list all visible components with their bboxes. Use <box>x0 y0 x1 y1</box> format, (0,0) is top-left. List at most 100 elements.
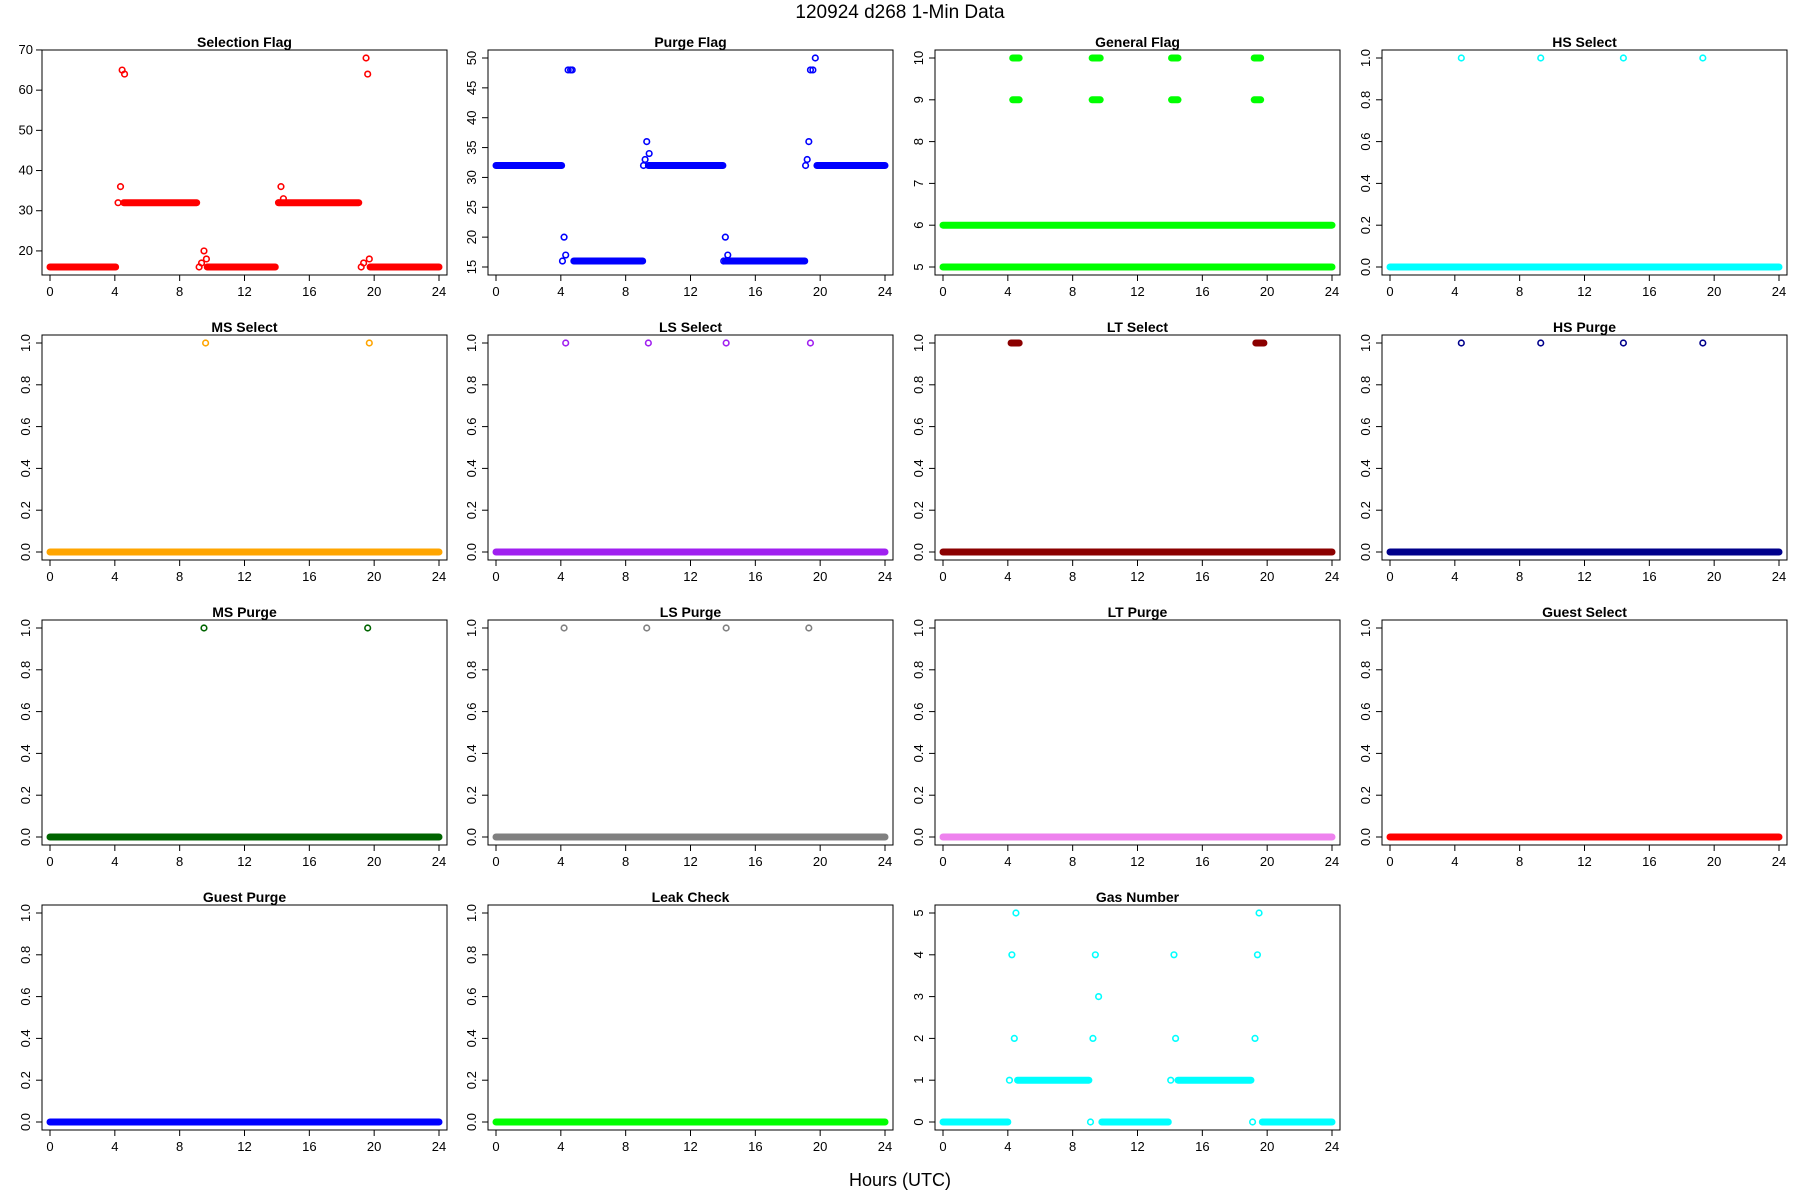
x-tick-label: 20 <box>367 284 381 299</box>
y-tick-label: 0.4 <box>18 459 33 477</box>
x-tick-label: 12 <box>237 569 251 584</box>
x-tick-label: 12 <box>1577 854 1591 869</box>
data-point <box>809 66 817 74</box>
x-tick-label: 24 <box>1772 284 1786 299</box>
x-tick-label: 16 <box>302 1139 316 1154</box>
x-tick-label: 20 <box>1260 854 1274 869</box>
y-tick-label: 0.6 <box>464 703 479 721</box>
y-tick-label: 0.8 <box>911 661 926 679</box>
y-tick-label: 20 <box>464 230 479 244</box>
data-point <box>364 624 372 632</box>
x-tick-label: 8 <box>176 569 183 584</box>
x-tick-label: 0 <box>492 284 499 299</box>
data-point <box>114 199 122 207</box>
y-tick-label: 0.8 <box>18 376 33 394</box>
data-point <box>562 251 570 259</box>
x-tick-label: 4 <box>557 1139 564 1154</box>
plot-frame <box>934 619 1341 846</box>
data-point <box>1699 54 1707 62</box>
data-point <box>1170 951 1178 959</box>
data-point <box>274 199 283 207</box>
x-tick-label: 0 <box>1386 284 1393 299</box>
x-tick-label: 20 <box>1260 284 1274 299</box>
y-tick-label: 1.0 <box>18 334 33 352</box>
data-point <box>364 70 372 78</box>
x-tick-label: 24 <box>878 1139 892 1154</box>
x-tick-label: 16 <box>302 284 316 299</box>
x-tick-label: 8 <box>1516 569 1523 584</box>
panel-leak-check: Leak Check 0 4 8 12 16 20 24 0.0 0.2 0.4 0.6 0.8 1.0 <box>464 889 894 1154</box>
x-tick-label: 0 <box>492 854 499 869</box>
y-tick-label: 1.0 <box>18 904 33 922</box>
x-tick-label: 16 <box>748 854 762 869</box>
x-tick-label: 0 <box>46 854 53 869</box>
y-tick-label: 1 <box>911 1077 926 1084</box>
x-tick-label: 12 <box>1130 1139 1144 1154</box>
x-tick-label: 12 <box>1577 569 1591 584</box>
panel-selection-flag: Selection Flag 0 4 8 12 16 20 24 20 30 40 50 60 70 <box>19 34 448 299</box>
x-tick-label: 4 <box>1451 854 1458 869</box>
x-tick-label: 20 <box>1707 569 1721 584</box>
data-point <box>560 233 568 241</box>
data-point <box>279 195 288 203</box>
x-tick-label: 20 <box>367 569 381 584</box>
y-tick-label: 0.2 <box>18 1071 33 1089</box>
y-tick-label: 5 <box>911 263 926 270</box>
panel-title: Guest Purge <box>203 889 286 905</box>
x-tick-label: 24 <box>1325 854 1339 869</box>
x-tick-label: 16 <box>1195 1139 1209 1154</box>
x-tick-label: 20 <box>367 1139 381 1154</box>
y-tick-label: 1.0 <box>911 619 926 637</box>
x-tick-label: 8 <box>1069 284 1076 299</box>
panel-lt-purge: LT Purge 0 4 8 12 16 20 24 0.0 0.2 0.4 0.6 0.8 1.0 <box>911 604 1341 869</box>
y-tick-label: 0.8 <box>911 376 926 394</box>
panel-title: LT Purge <box>1108 604 1168 620</box>
plot-frame <box>41 619 448 846</box>
y-tick-label: 1.0 <box>1358 619 1373 637</box>
data-point <box>1457 339 1465 347</box>
x-tick-label: 4 <box>1004 1139 1011 1154</box>
y-tick-label: 0.4 <box>1358 744 1373 762</box>
x-tick-label: 8 <box>1516 284 1523 299</box>
y-tick-label: 3 <box>911 993 926 1000</box>
data-point <box>1255 909 1263 917</box>
x-tick-label: 8 <box>1069 1139 1076 1154</box>
x-tick-label: 16 <box>1642 284 1656 299</box>
y-tick-label: 0.4 <box>18 1029 33 1047</box>
y-tick-label: 0.2 <box>18 786 33 804</box>
x-axis-label: Hours (UTC) <box>849 1170 951 1190</box>
x-tick-label: 12 <box>683 854 697 869</box>
x-tick-label: 12 <box>237 284 251 299</box>
y-tick-label: 0.8 <box>1358 661 1373 679</box>
y-tick-label: 0.2 <box>464 786 479 804</box>
y-tick-label: 0.2 <box>1358 501 1373 519</box>
y-tick-label: 0.6 <box>18 703 33 721</box>
x-tick-label: 0 <box>1386 569 1393 584</box>
x-tick-label: 16 <box>1195 854 1209 869</box>
x-tick-label: 16 <box>748 1139 762 1154</box>
panel-title: LS Purge <box>660 604 722 620</box>
data-point <box>1091 951 1099 959</box>
data-point <box>1012 909 1020 917</box>
x-tick-label: 0 <box>939 284 946 299</box>
y-tick-label: 50 <box>19 122 33 137</box>
x-tick-label: 0 <box>492 1139 499 1154</box>
x-tick-label: 4 <box>557 569 564 584</box>
y-tick-label: 0.6 <box>1358 703 1373 721</box>
y-tick-label: 0.2 <box>1358 786 1373 804</box>
panel-ls-select: LS Select 0 4 8 12 16 20 24 0.0 0.2 0.4 0.6 0.8 1.0 <box>464 319 894 584</box>
y-tick-label: 6 <box>911 222 926 229</box>
data-point <box>562 339 570 347</box>
x-tick-label: 24 <box>1772 854 1786 869</box>
data-point <box>1167 1076 1175 1084</box>
data-point <box>806 339 815 347</box>
y-tick-label: 0.0 <box>1358 828 1373 846</box>
x-tick-label: 16 <box>302 569 316 584</box>
x-tick-label: 0 <box>939 1139 946 1154</box>
y-tick-label: 0.6 <box>464 988 479 1006</box>
y-tick-label: 0.8 <box>18 946 33 964</box>
x-tick-label: 16 <box>1642 569 1656 584</box>
y-tick-label: 0.6 <box>911 703 926 721</box>
data-point <box>1619 54 1627 62</box>
panel-title: LS Select <box>659 319 722 335</box>
